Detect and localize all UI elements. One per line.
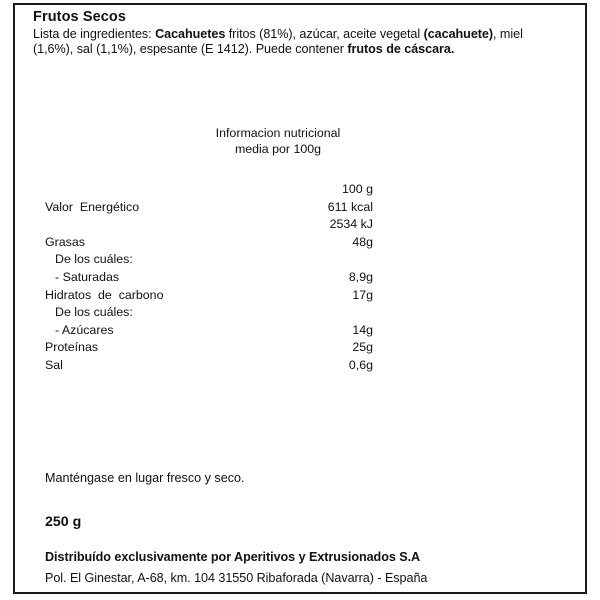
nutrition-label-sugars: - Azúcares [55,322,114,337]
distributor-name: Distribuído exclusivamente por Aperitivo… [45,550,421,564]
table-row: Proteínas 25g [33,339,373,357]
product-title: Frutos Secos [33,9,127,25]
net-weight: 250 g [45,514,82,530]
table-row: Grasas 48g [33,234,373,252]
ingredients-list: Lista de ingredientes: Cacahuetes fritos… [33,27,533,58]
nutrition-column-header: 100 g [341,182,373,196]
table-row: Valor Energético 611 kcal [33,199,373,217]
ingredients-text-1: fritos (81%), azúcar, aceite vegetal [225,27,424,41]
nutrition-label-carbs-of-which: De los cuáles: [55,305,133,320]
table-row: 2534 kJ [33,216,373,234]
nutrition-label-salt: Sal [45,357,63,372]
nutrition-heading-line-2: media por 100g [234,142,322,156]
nutrition-label-fat-of-which: De los cuáles: [55,252,133,267]
storage-instructions: Manténgase en lugar fresco y seco. [45,471,245,485]
table-row: De los cuáles: [33,251,373,269]
ingredient-allergen-frutos-cascara: frutos de cáscara. [347,42,455,57]
nutrition-heading: Informacion nutricional media por 100g [133,125,423,157]
nutrition-label-frame: Frutos Secos Lista de ingredientes: Caca… [13,3,587,594]
nutrition-label-energy: Valor Energético [45,199,140,214]
nutrition-value-sugars: 14g [352,322,373,337]
table-row: - Saturadas 8,9g [33,269,373,287]
table-row: Hidratos de carbono 17g [33,287,373,305]
nutrition-value-fat: 48g [352,234,373,249]
nutrition-value-saturates: 8,9g [348,269,373,284]
nutrition-table: 100 g Valor Energético 611 kcal 2534 kJ … [33,181,373,375]
table-row: Sal 0,6g [33,357,373,375]
ingredients-text-2: , miel (1,6%), sal (1,1%), espesante (E … [33,27,523,57]
nutrition-value-energy-kcal: 611 kcal [327,199,373,214]
nutrition-heading-line-1: Informacion nutricional [215,126,341,140]
ingredient-allergen-cacahuete: (cacahuete) [423,27,494,41]
nutrition-value-protein: 25g [352,340,373,355]
nutrition-label-protein: Proteínas [45,340,99,355]
nutrition-column-header-row: 100 g [33,181,373,199]
distributor-address: Pol. El Ginestar, A-68, km. 104 31550 Ri… [45,571,428,585]
nutrition-value-energy-kj: 2534 kJ [329,217,373,232]
table-row: - Azúcares 14g [33,322,373,340]
ingredient-allergen-cacahuetes: Cacahuetes [155,27,226,41]
label-content: Frutos Secos Lista de ingredientes: Caca… [33,7,575,592]
nutrition-value-salt: 0,6g [348,357,373,372]
ingredients-lead-label: Lista de ingredientes: [33,27,152,41]
table-row: De los cuáles: [33,304,373,322]
nutrition-value-carbohydrates: 17g [352,287,373,302]
nutrition-label-saturates: - Saturadas [55,269,120,284]
nutrition-label-carbohydrates: Hidratos de carbono [45,287,164,302]
nutrition-block: Informacion nutricional media por 100g 1… [33,125,573,375]
nutrition-label-fat: Grasas [45,234,85,249]
